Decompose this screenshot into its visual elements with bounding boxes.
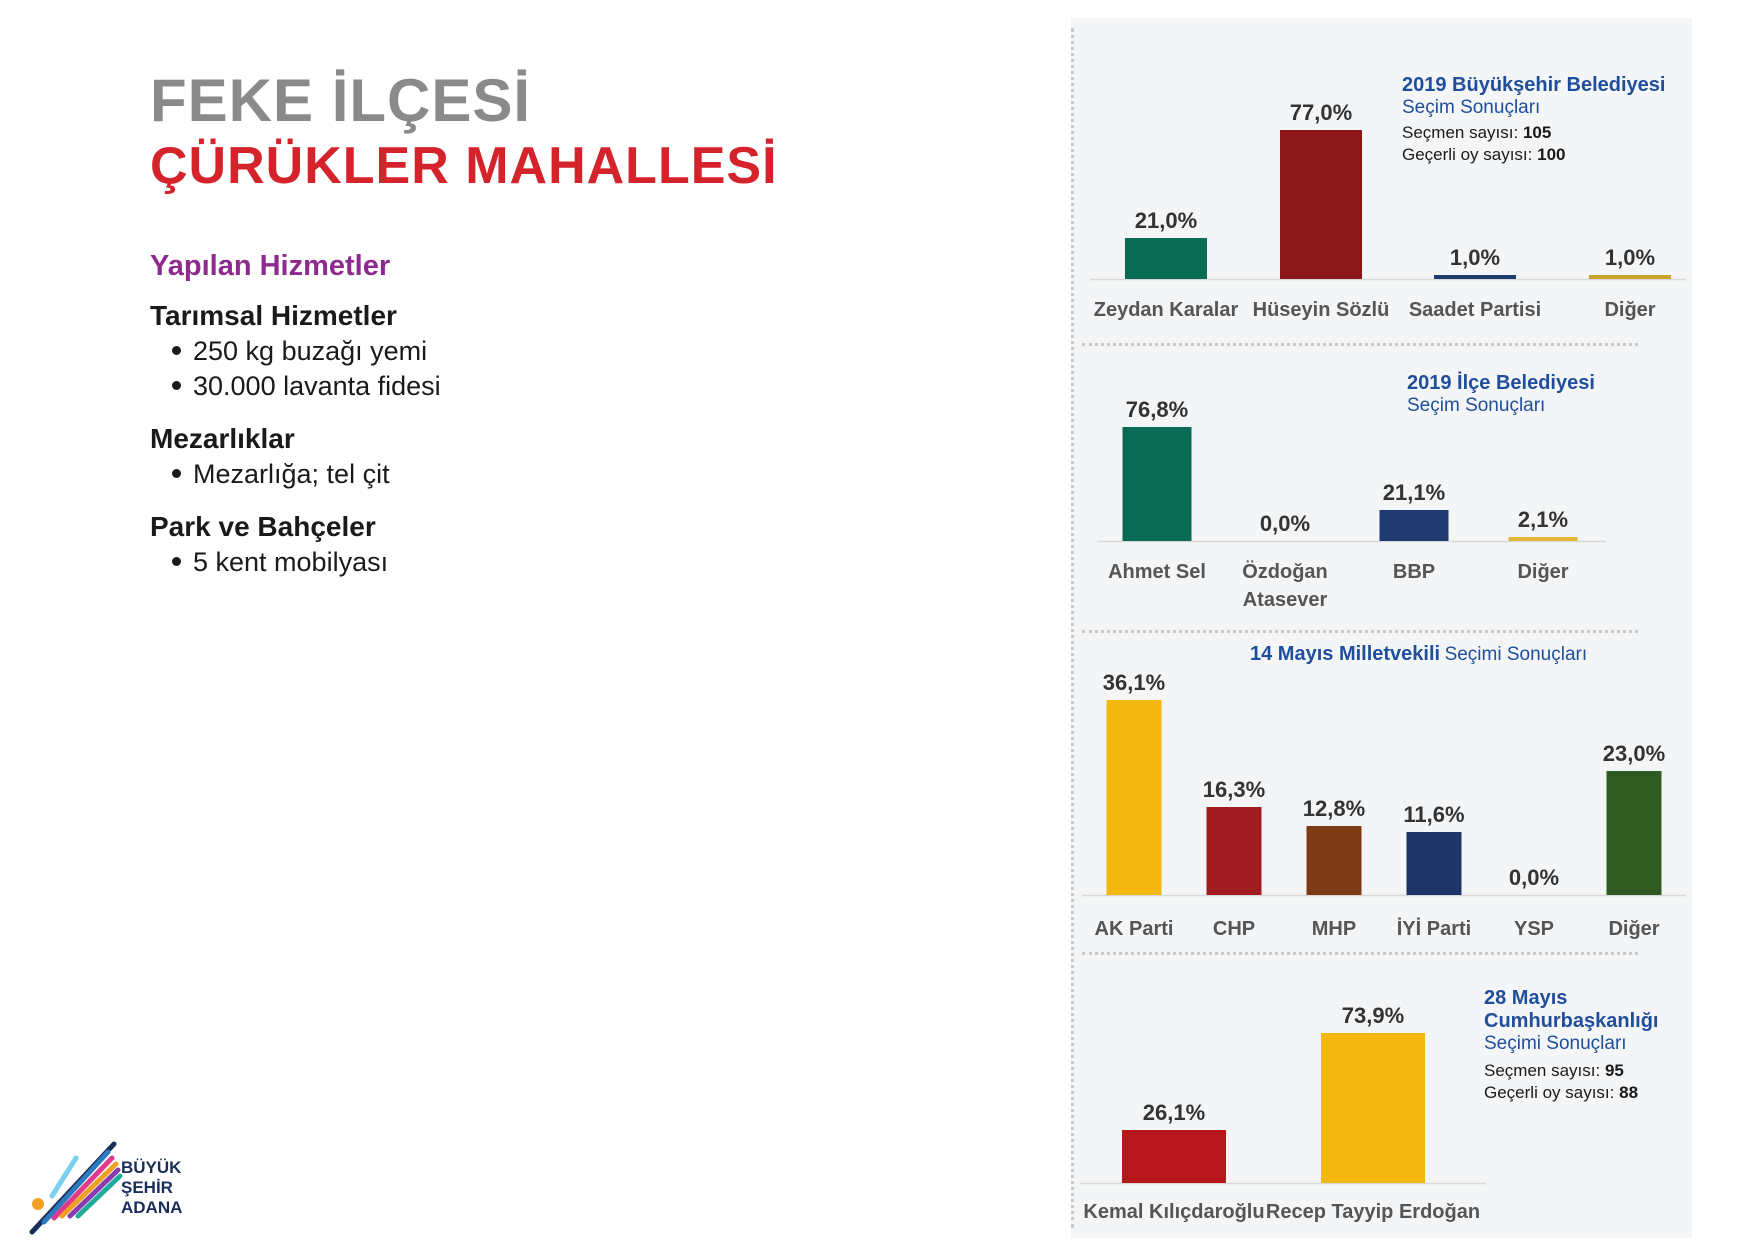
bullet-icon	[172, 381, 181, 391]
chart-3-bar	[1206, 807, 1262, 895]
section-divider	[1082, 630, 1638, 633]
chart-title: 28 Mayıs Cumhurbaşkanlığı	[1484, 987, 1659, 1032]
chart-3-bar	[1606, 771, 1662, 895]
section-divider	[1082, 343, 1638, 346]
chart-title: 2019 İlçe Belediyesi	[1407, 372, 1595, 394]
chart-1-value-label: 1,0%	[1450, 245, 1500, 270]
section-heading-agriculture: Tarımsal Hizmetler	[150, 300, 397, 331]
chart-1-bar	[1280, 130, 1362, 279]
chart-title: 2019 Büyükşehir Belediyesi	[1402, 74, 1666, 96]
chart-1-category-label: Diğer	[1604, 299, 1655, 321]
chart-subtitle: Seçim Sonuçları	[1402, 97, 1541, 118]
chart-4-bar	[1321, 1033, 1425, 1183]
chart-1-category-label: Saadet Partisi	[1409, 299, 1541, 321]
chart-1-value-label: 21,0%	[1135, 208, 1197, 233]
chart-1-value-label: 1,0%	[1605, 245, 1655, 270]
chart-4-info: 28 Mayıs Cumhurbaşkanlığı Seçimi Sonuçla…	[1484, 987, 1684, 1103]
chart-1-value-label: 77,0%	[1290, 100, 1352, 125]
chart-4-bar	[1122, 1130, 1226, 1183]
chart-3-category-label: İYİ Parti	[1397, 917, 1471, 940]
adana-logo-icon	[29, 1141, 123, 1235]
chart-subtitle: Seçimi Sonuçları	[1484, 1033, 1627, 1054]
chart-subtitle: Seçim Sonuçları	[1407, 395, 1546, 416]
page-title-neighborhood: ÇÜRÜKLER MAHALLESİ	[150, 137, 778, 195]
chart-2-value-label: 76,8%	[1126, 397, 1188, 422]
voter-count: Seçmen sayısı: 95	[1484, 1061, 1624, 1080]
chart-4-category-label: Kemal Kılıçdaroğlu	[1083, 1201, 1264, 1223]
chart-subtitle: Seçimi Sonuçları	[1444, 644, 1588, 665]
chart-1-category-label: Hüseyin Sözlü	[1253, 299, 1390, 321]
logo-text: BÜYÜK ŞEHİR ADANA	[121, 1158, 183, 1217]
chart-3-category-label: CHP	[1213, 918, 1255, 940]
chart-3-category-label: MHP	[1312, 918, 1356, 940]
chart-2-bar	[1122, 427, 1192, 541]
bullet-icon	[172, 469, 181, 479]
chart-4-value-label: 73,9%	[1342, 1003, 1404, 1028]
list-item: Mezarlığa; tel çit	[172, 459, 390, 490]
chart-3-category-label: Diğer	[1608, 918, 1659, 940]
chart-2-value-label: 0,0%	[1260, 511, 1310, 536]
section-heading-parks: Park ve Bahçeler	[150, 511, 376, 542]
chart-2-value-label: 21,1%	[1383, 480, 1445, 505]
list-item: 5 kent mobilyası	[172, 547, 388, 578]
chart-2-category-label: Atasever	[1243, 589, 1328, 611]
valid-vote-count: Geçerli oy sayısı: 100	[1402, 145, 1566, 164]
chart-2-category-label: Özdoğan	[1242, 560, 1328, 583]
panel-divider-line	[1071, 28, 1074, 1228]
chart-3-category-label: YSP	[1514, 918, 1554, 940]
chart-2-category-label: Ahmet Sel	[1108, 561, 1206, 583]
chart-1-info: 2019 Büyükşehir Belediyesi Seçim Sonuçla…	[1402, 74, 1665, 165]
voter-count: Seçmen sayısı: 105	[1402, 123, 1552, 142]
chart-1-bar	[1589, 275, 1671, 279]
chart-3-info: 14 Mayıs Milletvekili Seçimi Sonuçları	[1250, 643, 1587, 666]
chart-3-value-label: 12,8%	[1303, 796, 1365, 821]
chart-3-category-label: AK Parti	[1095, 918, 1174, 940]
chart-1-bar	[1125, 238, 1207, 279]
bullet-icon	[172, 346, 181, 356]
chart-3-value-label: 36,1%	[1103, 670, 1165, 695]
chart-3-bar	[1106, 700, 1162, 895]
services-heading: Yapılan Hizmetler	[150, 250, 391, 282]
bullet-icon	[172, 557, 181, 567]
chart-title: 14 Mayıs Milletvekili	[1250, 643, 1441, 665]
chart-3-bar	[1306, 826, 1362, 895]
chart-3-value-label: 0,0%	[1509, 865, 1559, 890]
chart-2-info: 2019 İlçe Belediyesi Seçim Sonuçları	[1407, 372, 1595, 417]
chart-3-value-label: 23,0%	[1603, 741, 1665, 766]
valid-vote-count: Geçerli oy sayısı: 88	[1484, 1083, 1639, 1102]
chart-2-category-label: BBP	[1393, 561, 1435, 583]
chart-1-category-label: Zeydan Karalar	[1094, 299, 1239, 321]
section-divider	[1082, 952, 1638, 955]
chart-2-bar	[1379, 510, 1449, 541]
chart-4-value-label: 26,1%	[1143, 1100, 1205, 1125]
list-item: 250 kg buzağı yemi	[172, 336, 427, 367]
list-item: 30.000 lavanta fidesi	[172, 371, 441, 402]
chart-2-category-label: Diğer	[1517, 561, 1568, 583]
section-heading-cemeteries: Mezarlıklar	[150, 423, 295, 454]
page-title-district: FEKE İLÇESİ	[150, 67, 532, 134]
chart-3-bar	[1406, 832, 1462, 895]
chart-2-value-label: 2,1%	[1518, 507, 1568, 532]
chart-3-value-label: 11,6%	[1403, 802, 1464, 827]
chart-4-category-label: Recep Tayyip Erdoğan	[1266, 1201, 1480, 1223]
chart-2-bar	[1508, 537, 1578, 541]
chart-1-bar	[1434, 275, 1516, 279]
chart-3-value-label: 16,3%	[1203, 777, 1265, 802]
